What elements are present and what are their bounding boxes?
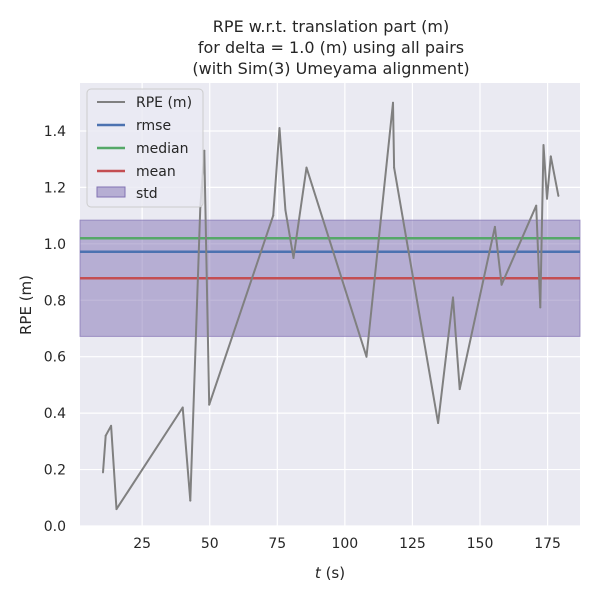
rpe-data-point xyxy=(539,306,542,309)
rpe-data-point xyxy=(104,434,107,437)
rpe-data-point xyxy=(181,406,184,409)
rpe-data-point xyxy=(451,296,454,299)
y-tick-label: 1.0 xyxy=(44,237,66,253)
y-tick-label: 1.4 xyxy=(44,124,66,140)
rpe-data-point xyxy=(549,155,552,158)
rpe-data-point xyxy=(278,127,281,130)
rpe-data-point xyxy=(500,283,503,286)
rpe-data-point xyxy=(203,149,206,152)
rpe-data-point xyxy=(110,424,113,427)
y-tick-label: 0.4 xyxy=(44,406,66,422)
x-axis-label-var: t xyxy=(315,564,322,582)
y-tick-label: 0.6 xyxy=(44,350,66,366)
x-tick-label: 75 xyxy=(268,536,286,552)
rpe-data-point xyxy=(208,403,211,406)
legend-swatch-std xyxy=(96,186,126,198)
y-tick-label: 1.2 xyxy=(44,180,66,196)
rpe-data-point xyxy=(305,166,308,169)
rpe-data-point xyxy=(365,355,368,358)
y-tick-labels: 0.0 0.2 0.4 0.6 0.8 1.0 1.2 1.4 xyxy=(44,124,66,535)
x-tick-label: 150 xyxy=(467,536,494,552)
rpe-data-point xyxy=(101,471,104,474)
rpe-data-point xyxy=(115,508,118,511)
y-tick-label: 0.2 xyxy=(44,463,66,479)
rpe-data-point xyxy=(458,388,461,391)
rpe-data-point xyxy=(437,422,440,425)
rpe-data-point xyxy=(393,166,396,169)
chart-title: RPE w.r.t. translation part (m) for delt… xyxy=(192,17,469,78)
legend-label-mean: mean xyxy=(136,164,176,180)
legend-box xyxy=(86,88,204,208)
legend-label-std: std xyxy=(136,186,158,202)
title-line-2: for delta = 1.0 (m) using all pairs xyxy=(198,38,464,57)
x-axis-label-unit: (s) xyxy=(321,564,345,582)
rpe-points xyxy=(101,101,560,511)
legend-label-median: median xyxy=(136,141,188,157)
x-tick-label: 25 xyxy=(133,536,151,552)
y-tick-label: 0.0 xyxy=(44,519,66,535)
rpe-data-point xyxy=(535,204,538,207)
rpe-data-point xyxy=(272,214,275,217)
x-tick-label: 100 xyxy=(331,536,358,552)
rpe-data-point xyxy=(542,144,545,147)
x-axis-label: t (s) xyxy=(315,564,345,582)
rpe-series-line xyxy=(102,101,560,511)
legend: RPE (m) rmse median mean std xyxy=(86,88,204,208)
legend-label-rpe: RPE (m) xyxy=(136,95,192,111)
rpe-data-point xyxy=(493,225,496,228)
rpe-data-point xyxy=(557,194,560,197)
y-axis-label: RPE (m) xyxy=(17,275,35,335)
title-line-3: (with Sim(3) Umeyama alignment) xyxy=(192,59,469,78)
rpe-data-point xyxy=(284,208,287,211)
x-tick-label: 125 xyxy=(399,536,426,552)
x-tick-labels: 25 50 75 100 125 150 175 xyxy=(133,536,561,552)
legend-label-rmse: rmse xyxy=(136,118,171,134)
x-tick-label: 175 xyxy=(534,536,561,552)
y-tick-label: 0.8 xyxy=(44,293,66,309)
rpe-data-point xyxy=(189,499,192,502)
rpe-data-point xyxy=(292,256,295,259)
title-line-1: RPE w.r.t. translation part (m) xyxy=(213,17,449,36)
rpe-data-point xyxy=(391,101,394,104)
rpe-data-point xyxy=(546,197,549,200)
x-tick-label: 50 xyxy=(201,536,219,552)
